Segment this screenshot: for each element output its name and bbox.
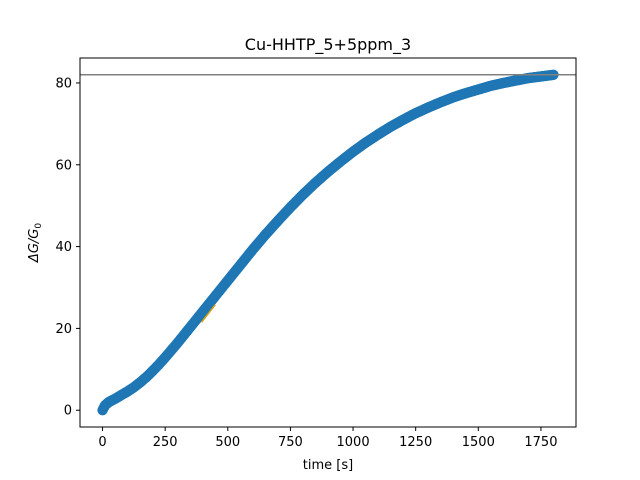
y-tick-label: 40 [55, 240, 72, 255]
fit-segment-line [200, 304, 216, 323]
x-tick-label: 1250 [399, 435, 432, 450]
plot-area [80, 69, 576, 416]
x-tick-label: 1750 [524, 435, 557, 450]
y-tick-label: 20 [55, 322, 72, 337]
chart-title: Cu-HHTP_5+5ppm_3 [245, 35, 411, 55]
x-tick-label: 0 [98, 435, 106, 450]
y-tick-label: 60 [55, 158, 72, 173]
x-tick-label: 1500 [462, 435, 495, 450]
x-tick-label: 750 [278, 435, 303, 450]
y-tick-label: 80 [55, 76, 72, 91]
x-tick-label: 1000 [337, 435, 370, 450]
y-axis-label: ΔG/G0 [27, 223, 44, 263]
x-tick-label: 500 [215, 435, 240, 450]
y-axis-label-main: ΔG/G [27, 229, 42, 263]
y-tick-label: 0 [64, 404, 72, 419]
y-axis-label-subscript: 0 [34, 223, 44, 229]
x-axis-label: time [s] [303, 458, 353, 473]
ticks: 0 250 500 750 1000 1250 1500 1750 0 20 40 60 80 [55, 76, 557, 450]
x-tick-label: 250 [153, 435, 178, 450]
plot-frame [79, 57, 577, 428]
